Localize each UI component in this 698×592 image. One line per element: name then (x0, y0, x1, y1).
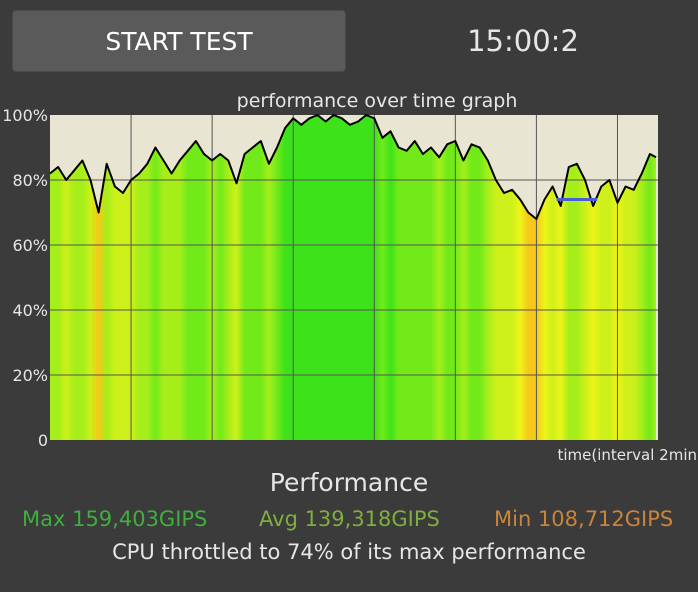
y-axis-ticks: 0 20% 40% 60% 80% 100% (2, 106, 48, 450)
x-axis-label: time(interval 2min (557, 446, 697, 464)
min-performance: Min 108,712GIPS (494, 507, 674, 531)
y-tick-label: 40% (12, 301, 48, 320)
y-tick-label: 0 (38, 431, 48, 450)
performance-title: Performance (269, 468, 429, 497)
max-performance: Max 159,403GIPS (22, 507, 208, 531)
chart-title: performance over time graph (237, 90, 518, 112)
start-test-button[interactable]: START TEST (12, 10, 346, 72)
performance-chart: performance over time graph 0 20% 40% 60% 80… (2, 90, 697, 464)
y-tick-label: 100% (2, 106, 48, 125)
performance-stats: Max 159,403GIPS Avg 139,318GIPS Min 108,… (0, 507, 698, 537)
throttle-summary: CPU throttled to 74% of its max performa… (112, 540, 586, 564)
chart-grid (50, 115, 658, 440)
test-timer: 15:00:2 (467, 24, 579, 58)
y-tick-label: 20% (12, 366, 48, 385)
performance-line (49, 114, 657, 220)
y-tick-label: 60% (12, 236, 48, 255)
avg-performance: Avg 139,318GIPS (259, 507, 440, 531)
y-tick-label: 80% (12, 171, 48, 190)
